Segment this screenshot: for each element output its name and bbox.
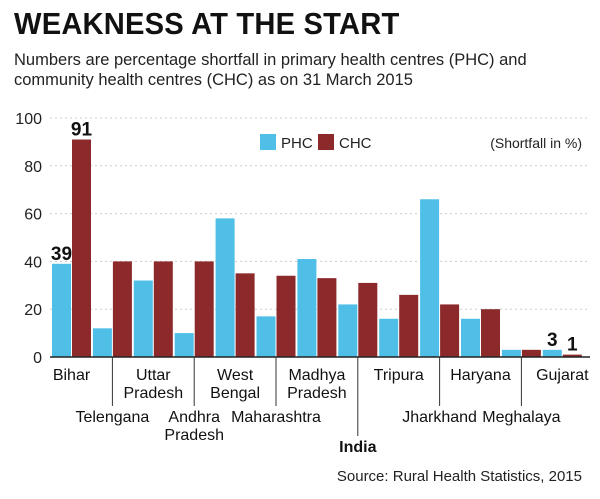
legend-swatch-chc [318, 134, 334, 150]
category-label: Telengana [75, 409, 149, 426]
phc-bar-tripura [379, 318, 399, 357]
chc-bar-andhra-pradesh [194, 261, 214, 357]
phc-bar-jharkhand [420, 199, 440, 357]
phc-bar-bihar [52, 263, 71, 357]
category-label: Haryana [450, 367, 511, 384]
category-label: Uttar Pradesh [124, 367, 184, 402]
chc-bar-gujarat [562, 354, 582, 357]
y-tick-label: 0 [33, 350, 42, 367]
phc-bar-haryana [461, 318, 480, 357]
category-label: Meghalaya [482, 409, 560, 426]
unit-note: (Shortfall in %) [490, 135, 582, 151]
chc-bar-bihar [72, 139, 91, 357]
phc-bar-india [338, 304, 358, 357]
phc-bar-madhya-pradesh [297, 259, 317, 357]
chc-bar-meghalaya [521, 349, 541, 357]
chc-bar-haryana [481, 309, 500, 357]
chc-bar-maharashtra [276, 275, 296, 357]
chc-bar-india [358, 282, 378, 357]
category-label: India [339, 439, 376, 456]
phc-bar-telengana [92, 328, 112, 357]
chc-bar-jharkhand [440, 304, 460, 357]
phc-bar-meghalaya [501, 349, 521, 357]
chart-subtitle: Numbers are percentage shortfall in prim… [14, 51, 527, 89]
phc-bar-maharashtra [256, 316, 276, 357]
chc-bar-west-bengal [235, 273, 255, 357]
legend-swatch-phc [260, 134, 276, 150]
chc-bar-tripura [399, 294, 419, 357]
category-label: West Bengal [210, 367, 260, 402]
data-label: 1 [567, 335, 578, 356]
phc-bar-west-bengal [215, 218, 235, 357]
phc-bar-andhra-pradesh [174, 333, 194, 357]
category-label: Andhra Pradesh [164, 409, 224, 444]
category-label: Maharashtra [231, 409, 321, 426]
y-tick-label: 80 [24, 159, 42, 176]
y-tick-label: 60 [24, 207, 42, 224]
category-label: Bihar [53, 367, 91, 384]
chc-bar-telengana [112, 261, 132, 357]
page-title: WEAKNESS AT THE START [14, 6, 400, 41]
category-label: Gujarat [536, 367, 589, 384]
legend-label-phc: PHC [281, 135, 313, 152]
source-note: Source: Rural Health Statistics, 2015 [336, 468, 582, 485]
category-label: Tripura [374, 367, 424, 384]
data-label: 91 [71, 120, 93, 141]
legend-label-chc: CHC [339, 135, 372, 152]
chc-bar-uttar-pradesh [153, 261, 173, 357]
data-label: 39 [51, 244, 72, 265]
chart-legend: PHC CHC (Shortfall in %) [260, 134, 582, 152]
phc-bar-uttar-pradesh [133, 280, 153, 357]
y-tick-label: 100 [15, 111, 42, 128]
y-tick-label: 20 [24, 302, 42, 319]
category-label: Madhya Pradesh [287, 367, 347, 402]
category-label: Jharkhand [402, 409, 477, 426]
phc-bar-gujarat [542, 349, 562, 357]
data-label: 3 [547, 330, 558, 351]
chc-bar-madhya-pradesh [317, 278, 337, 357]
y-tick-label: 40 [24, 254, 42, 271]
